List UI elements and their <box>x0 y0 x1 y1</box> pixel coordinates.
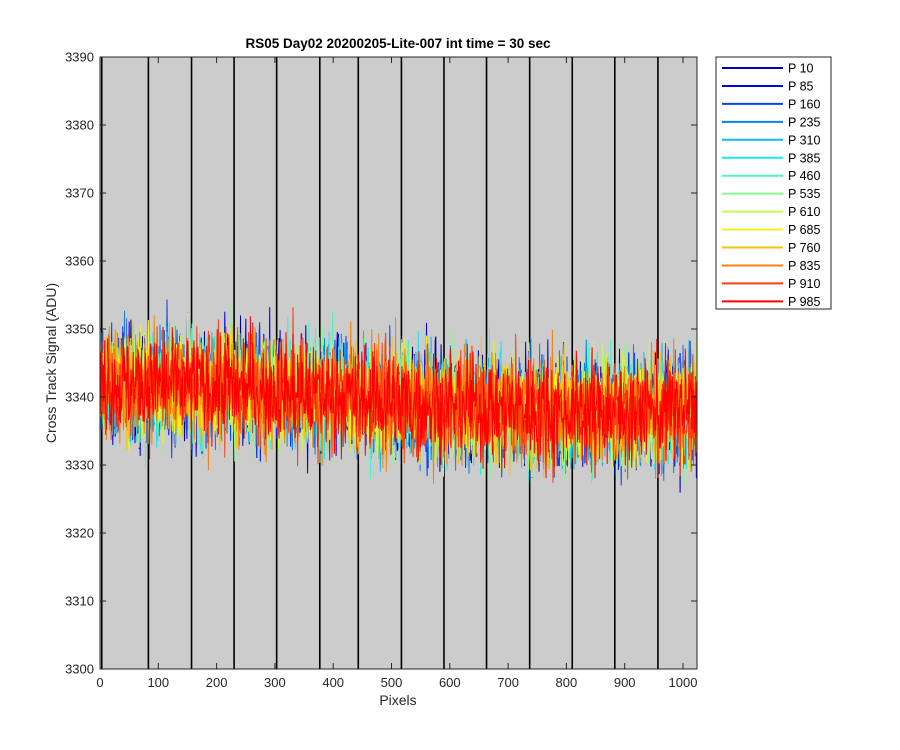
legend-label: P 685 <box>788 223 820 237</box>
legend-label: P 460 <box>788 169 820 183</box>
legend-label: P 235 <box>788 115 820 129</box>
x-tick-label: 400 <box>322 675 344 690</box>
y-axis-label: Cross Track Signal (ADU) <box>43 283 59 443</box>
series-line-p-985 <box>99 316 698 479</box>
legend-label: P 160 <box>788 97 820 111</box>
x-axis: 0 100 200 300 400 500 600 700 800 900 1000 <box>96 57 697 690</box>
x-axis-label: Pixels <box>379 692 416 708</box>
x-tick-label: 0 <box>96 675 103 690</box>
y-tick-label: 3370 <box>65 186 94 201</box>
y-tick-label: 3390 <box>65 50 94 65</box>
legend-label: P 910 <box>788 277 820 291</box>
legend-label: P 610 <box>788 205 820 219</box>
legend-label: P 985 <box>788 295 820 309</box>
legend-label: P 310 <box>788 133 820 147</box>
x-tick-label: 600 <box>439 675 461 690</box>
x-tick-label: 900 <box>614 675 636 690</box>
x-tick-label: 100 <box>147 675 169 690</box>
series-line-p-910 <box>99 307 698 483</box>
y-tick-label: 3380 <box>65 118 94 133</box>
y-tick-label: 3320 <box>65 526 94 541</box>
series-group <box>99 299 698 493</box>
x-tick-label: 1000 <box>669 675 698 690</box>
x-tick-label: 200 <box>206 675 228 690</box>
legend-box <box>715 56 832 310</box>
plot-frame <box>99 56 698 670</box>
x-tick-label: 800 <box>556 675 578 690</box>
y-tick-label: 3300 <box>65 662 94 677</box>
y-axis: 3300 3310 3320 3330 3340 3350 3360 3370 3380 3390 <box>65 50 697 677</box>
x-tick-label: 700 <box>497 675 519 690</box>
y-tick-label: 3330 <box>65 458 94 473</box>
legend-label: P 535 <box>788 187 820 201</box>
x-tick-label: 500 <box>381 675 403 690</box>
y-tick-label: 3360 <box>65 254 94 269</box>
x-tick-label: 300 <box>264 675 286 690</box>
chart-title: RS05 Day02 20200205-Lite-007 int time = … <box>245 36 551 51</box>
legend-label: P 385 <box>788 151 820 165</box>
legend-label: P 760 <box>788 241 820 255</box>
legend-label: P 85 <box>788 79 814 93</box>
legend-label: P 10 <box>788 62 814 76</box>
y-tick-label: 3350 <box>65 322 94 337</box>
y-tick-label: 3340 <box>65 390 94 405</box>
legend: P 10 P 85 P 160 P 235 P 310 P 385 P 460 P 535 P … <box>715 56 832 310</box>
legend-label: P 835 <box>788 259 820 273</box>
y-tick-label: 3310 <box>65 594 94 609</box>
